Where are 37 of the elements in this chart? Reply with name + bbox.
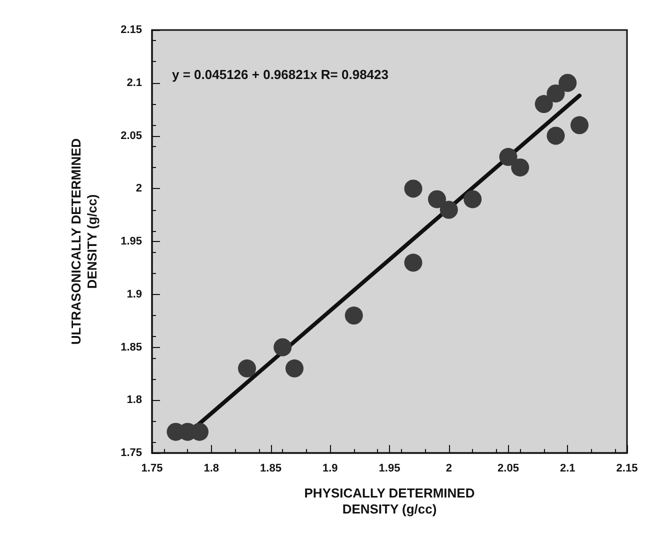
y-tick-label: 2.1 — [126, 76, 142, 89]
x-tick-label: 1.85 — [260, 462, 282, 474]
y-tick-label: 1.75 — [120, 447, 142, 459]
point — [404, 254, 422, 272]
y-tick-label: 1.95 — [120, 236, 142, 248]
y-tick-label: 1.85 — [120, 341, 142, 354]
point — [404, 180, 422, 198]
point — [464, 190, 482, 208]
x-tick-label: 1.9 — [322, 462, 338, 474]
x-tick-label: 1.75 — [141, 462, 163, 474]
x-tick-label: 2.05 — [498, 462, 519, 474]
y-tick-label: 2.05 — [120, 130, 142, 142]
point — [344, 306, 363, 325]
y-tick-label: 1.8 — [126, 394, 142, 406]
y-tick-label: 2.15 — [120, 24, 142, 36]
point — [238, 359, 256, 378]
point — [570, 116, 588, 134]
y-tick-label: 2 — [136, 182, 142, 195]
x-tick-label: 2.1 — [560, 462, 576, 474]
point — [558, 74, 577, 92]
x-tick-label: 1.8 — [204, 462, 220, 474]
point — [274, 338, 292, 356]
point — [440, 200, 458, 219]
point — [286, 359, 304, 378]
x-tick-label: 2 — [446, 462, 452, 474]
point — [546, 84, 565, 102]
annotation: y = 0.045126 + 0.96821x R= 0.98423 — [172, 67, 388, 82]
point — [511, 158, 530, 176]
y-tick-label: 1.9 — [126, 288, 142, 300]
point — [534, 95, 553, 114]
point — [499, 148, 518, 166]
x-tick-label: 1.95 — [378, 462, 400, 474]
x-axis-title: PHYSICALLY DETERMINED DENSITY (g/cc) — [304, 486, 475, 516]
x-tick-label: 2.15 — [616, 462, 638, 474]
y-axis-title: ULTRASONICALLY DETERMINED DENSITY (g/cc) — [68, 138, 100, 345]
point — [428, 190, 446, 208]
point — [546, 126, 565, 145]
